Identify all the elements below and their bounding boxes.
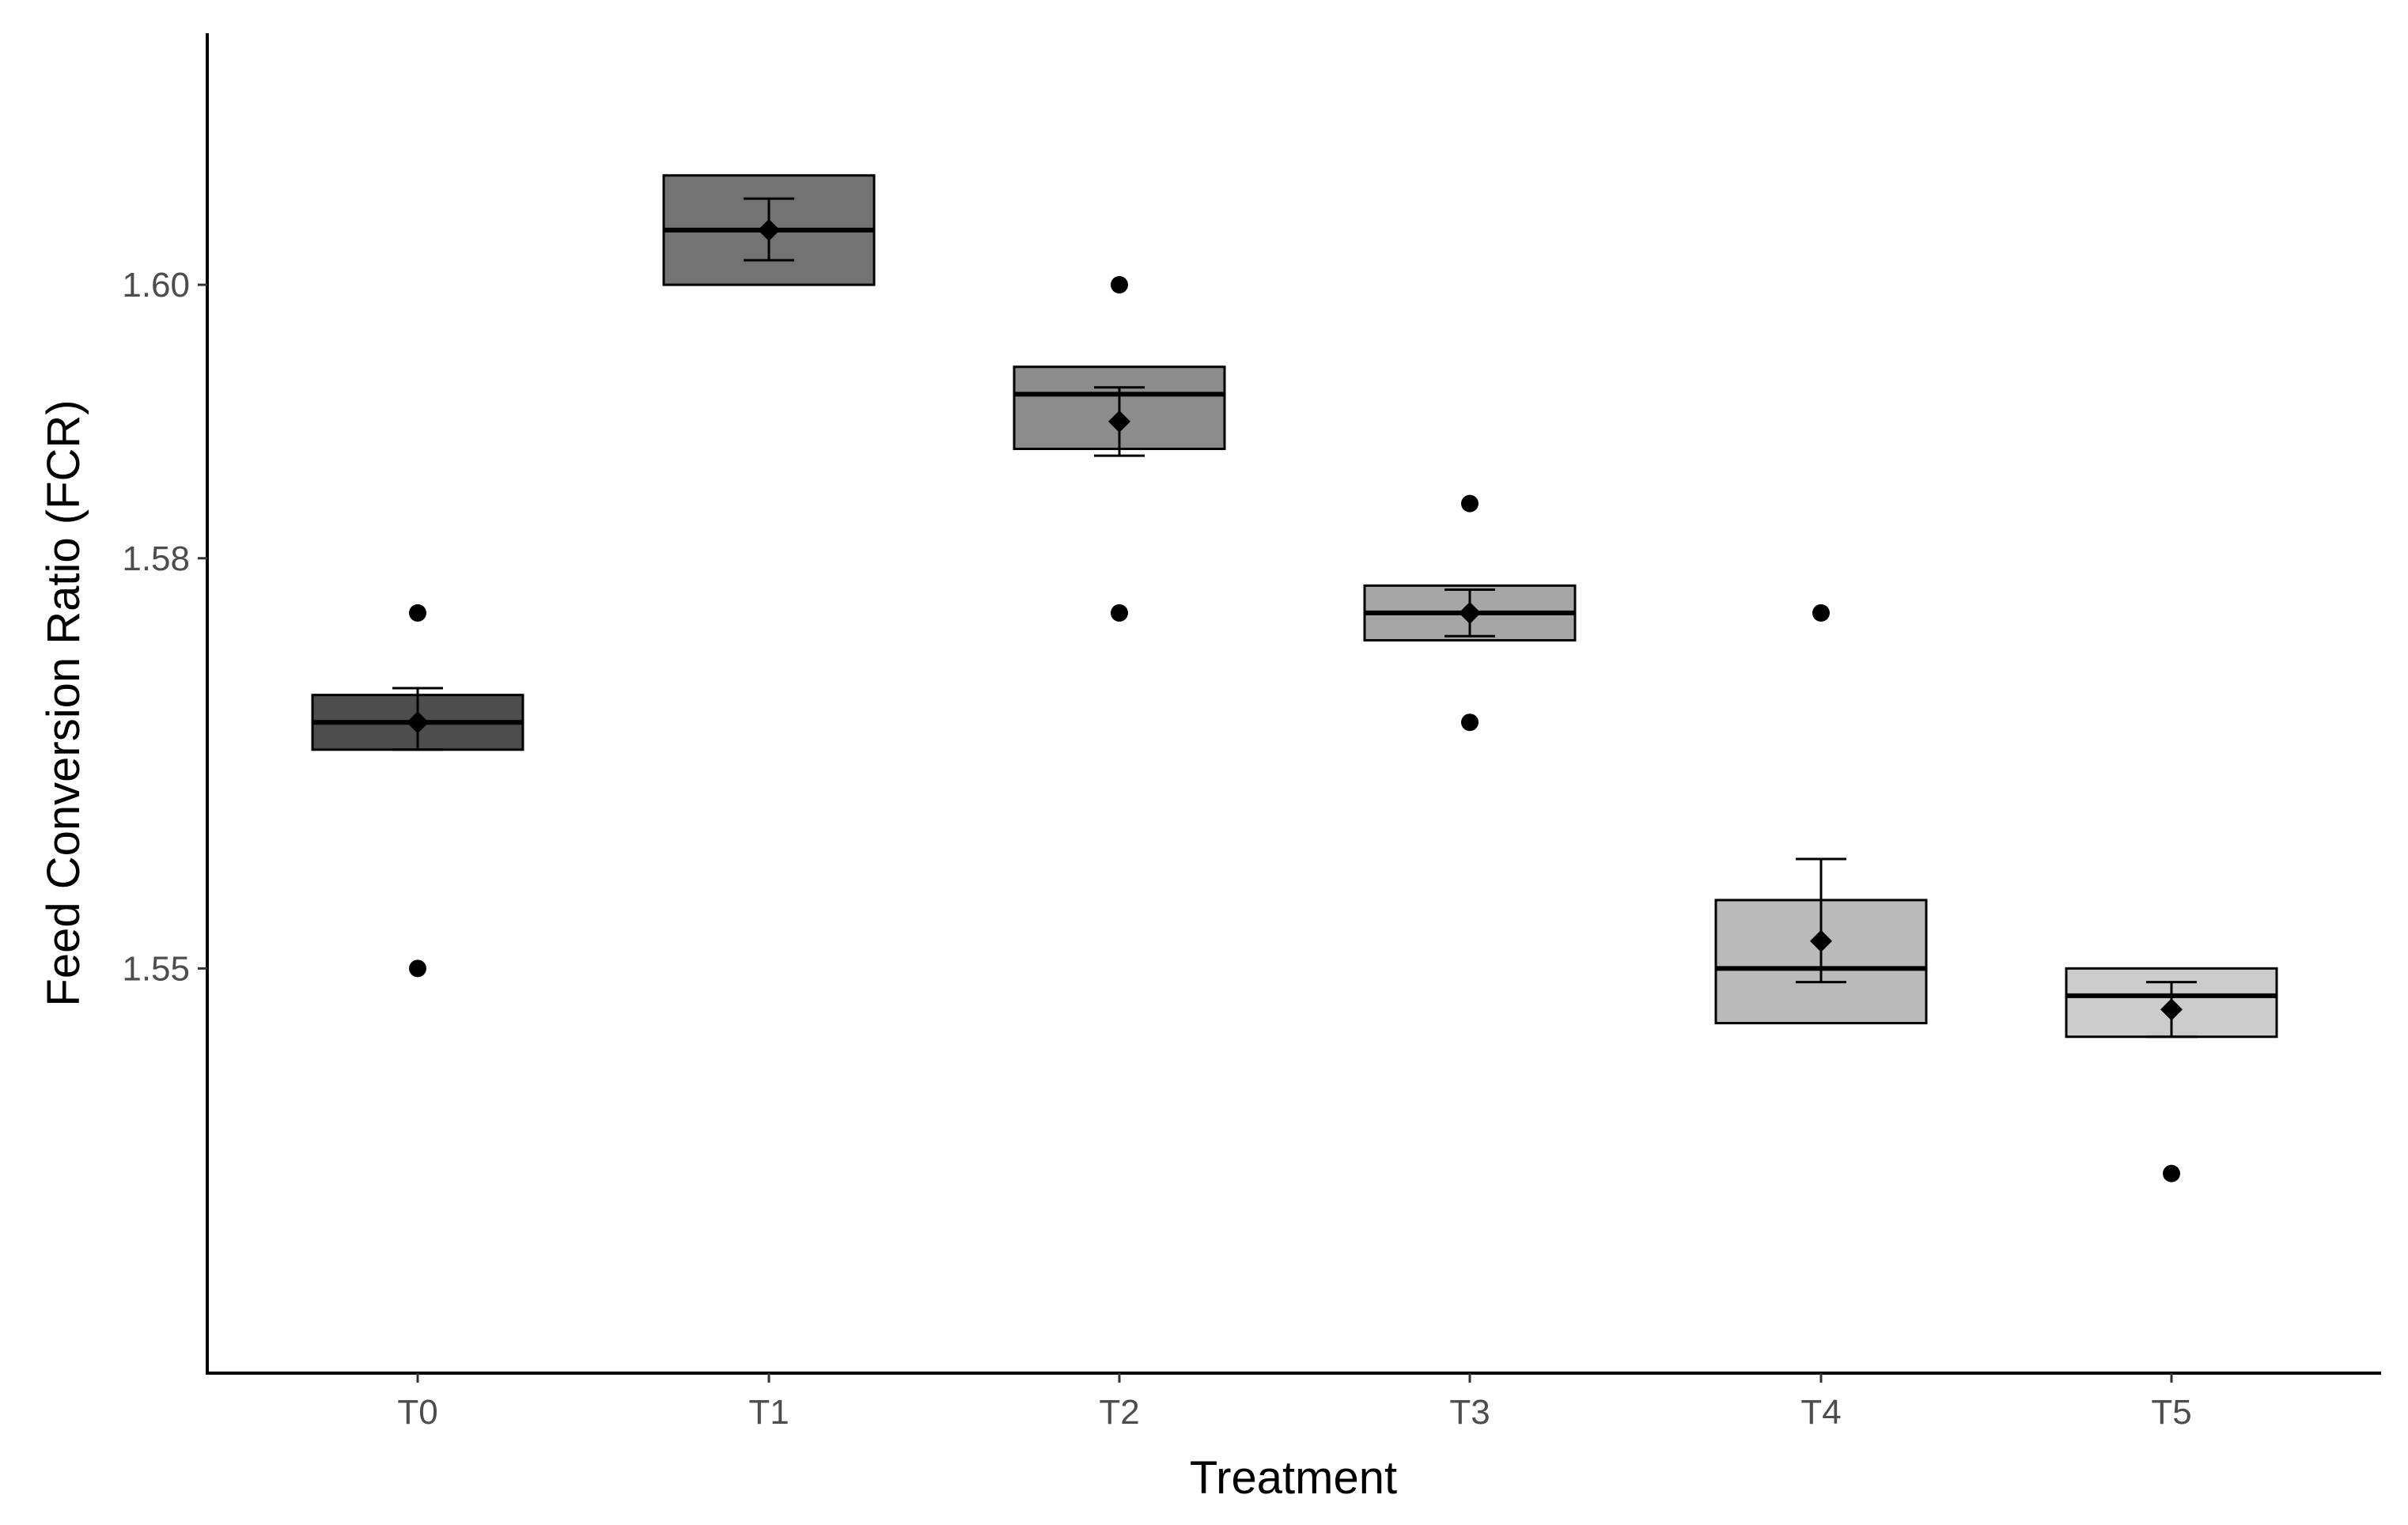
y-axis-title: Feed Conversion Ratio (FCR): [38, 399, 89, 1006]
mean-marker-t2: [1108, 410, 1130, 433]
data-point-t2: [1111, 276, 1128, 294]
data-point-t0: [409, 604, 426, 622]
data-point-t0: [409, 959, 426, 978]
x-tick-label: T5: [2151, 1393, 2191, 1432]
mean-marker-t4: [1810, 929, 1832, 952]
y-tick-label: 1.58: [122, 539, 190, 578]
y-tick-label: 1.60: [122, 266, 190, 305]
x-ticks: T0 T1 T2 T3 T4 T5: [397, 1373, 2192, 1432]
y-ticks: 1.55 1.58 1.60: [122, 266, 207, 988]
mean-marker-t1: [758, 218, 780, 241]
mean-marker-t3: [1459, 601, 1481, 624]
data-point-t4: [1812, 604, 1830, 622]
plot-marks: [311, 174, 2278, 1183]
data-point-t3: [1461, 494, 1478, 513]
mean-marker-t5: [2160, 998, 2183, 1021]
x-tick-label: T2: [1099, 1393, 1139, 1432]
data-point-t5: [2163, 1164, 2180, 1183]
x-tick-label: T1: [748, 1393, 789, 1432]
y-tick-label: 1.55: [122, 949, 190, 988]
data-point-t2: [1111, 604, 1128, 622]
x-tick-label: T4: [1800, 1393, 1841, 1432]
mean-marker-t0: [407, 711, 429, 734]
x-tick-label: T3: [1449, 1393, 1490, 1432]
x-axis-title: Treatment: [1190, 1452, 1397, 1504]
x-tick-label: T0: [397, 1393, 437, 1432]
data-point-t3: [1461, 713, 1478, 732]
